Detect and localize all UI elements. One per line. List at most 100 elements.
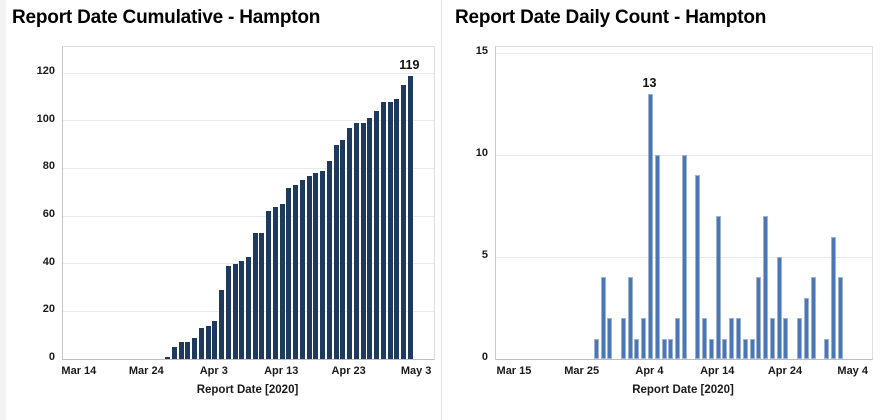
bar-mar-27[interactable] xyxy=(593,338,599,359)
bar-apr-8[interactable] xyxy=(246,256,251,359)
bar-apr-23[interactable] xyxy=(347,127,353,359)
gridline-y-15 xyxy=(496,52,872,54)
bar-mar-31[interactable] xyxy=(192,337,198,359)
bar-apr-24[interactable] xyxy=(783,318,789,359)
bar-apr-9[interactable] xyxy=(681,155,687,359)
y-tick-label: 0 xyxy=(481,351,488,363)
bar-apr-17[interactable] xyxy=(306,175,312,359)
bar-apr-12[interactable] xyxy=(702,318,708,359)
gridline-y-80 xyxy=(63,167,434,169)
bar-apr-3[interactable] xyxy=(641,318,647,359)
bar-apr-5[interactable] xyxy=(225,266,231,359)
bar-mar-30[interactable] xyxy=(185,342,191,359)
x-tick-label: May 3 xyxy=(400,365,432,377)
bar-may-2[interactable] xyxy=(837,277,843,359)
bar-value-annotation: 13 xyxy=(642,75,657,90)
bar-apr-16[interactable] xyxy=(299,180,305,359)
bar-apr-18[interactable] xyxy=(742,338,748,359)
x-tick-label: Apr 23 xyxy=(331,365,366,377)
bar-apr-30[interactable] xyxy=(824,338,830,359)
x-tick-label: Apr 4 xyxy=(635,365,664,377)
bar-apr-10[interactable] xyxy=(259,232,265,359)
bar-apr-6[interactable] xyxy=(661,338,667,359)
bar-apr-14[interactable] xyxy=(286,187,292,359)
bar-apr-28[interactable] xyxy=(380,101,386,359)
y-tick-label: 40 xyxy=(42,255,55,268)
bar-apr-15[interactable] xyxy=(722,338,728,359)
bar-apr-28[interactable] xyxy=(810,277,816,359)
bar-mar-29[interactable] xyxy=(607,318,613,359)
bar-apr-14[interactable] xyxy=(715,216,721,359)
bar-apr-30[interactable] xyxy=(394,99,400,359)
bar-value-annotation: 119 xyxy=(399,57,420,72)
panel-divider xyxy=(441,0,442,420)
bar-apr-11[interactable] xyxy=(695,175,701,359)
bar-may-2[interactable] xyxy=(407,75,413,359)
y-tick-label: 80 xyxy=(42,160,55,173)
bar-apr-21[interactable] xyxy=(763,216,769,359)
y-tick-label: 0 xyxy=(48,351,55,363)
plot-area-cumulative xyxy=(62,46,435,360)
x-tick-label: Mar 15 xyxy=(496,365,532,377)
chart-title-cumulative: Report Date Cumulative - Hampton xyxy=(12,7,321,28)
x-tick-label: Mar 14 xyxy=(61,365,97,377)
plot-area-daily xyxy=(495,46,873,360)
bar-apr-7[interactable] xyxy=(668,338,674,359)
bar-apr-27[interactable] xyxy=(374,111,380,359)
bar-apr-23[interactable] xyxy=(776,257,782,359)
bar-apr-8[interactable] xyxy=(675,318,681,359)
bar-apr-4[interactable] xyxy=(647,93,653,359)
bar-apr-7[interactable] xyxy=(239,261,245,359)
bar-apr-22[interactable] xyxy=(340,139,346,359)
bar-apr-4[interactable] xyxy=(219,289,225,359)
left-edge-strip xyxy=(0,0,6,420)
chart-panel-cumulative: Report Date Cumulative - Hampton Report … xyxy=(0,0,441,420)
bar-apr-19[interactable] xyxy=(320,170,326,359)
bar-apr-12[interactable] xyxy=(272,206,278,359)
bar-apr-20[interactable] xyxy=(326,161,332,359)
bar-apr-2[interactable] xyxy=(634,338,640,359)
y-tick-label: 5 xyxy=(481,249,488,262)
bar-apr-18[interactable] xyxy=(313,173,319,359)
bar-apr-19[interactable] xyxy=(749,338,755,359)
bar-apr-21[interactable] xyxy=(333,144,339,359)
bar-mar-28[interactable] xyxy=(600,277,606,359)
bar-apr-25[interactable] xyxy=(360,123,366,359)
bar-apr-26[interactable] xyxy=(797,318,802,359)
bar-apr-27[interactable] xyxy=(803,297,809,359)
bar-apr-5[interactable] xyxy=(654,155,660,359)
x-tick-label: Apr 13 xyxy=(264,365,299,377)
chart-title-daily: Report Date Daily Count - Hampton xyxy=(455,7,767,28)
bar-apr-17[interactable] xyxy=(736,318,742,359)
bar-mar-28[interactable] xyxy=(171,347,177,359)
x-axis-title-cumulative: Report Date [2020] xyxy=(196,384,299,396)
bar-apr-15[interactable] xyxy=(293,185,299,359)
x-tick-label: May 4 xyxy=(837,365,868,377)
bar-apr-26[interactable] xyxy=(367,118,373,359)
gridline-y-10 xyxy=(496,154,872,156)
bar-apr-11[interactable] xyxy=(266,211,272,359)
bar-may-1[interactable] xyxy=(401,85,407,359)
x-tick-label: Apr 24 xyxy=(767,365,803,377)
bar-apr-6[interactable] xyxy=(232,263,238,359)
bar-apr-24[interactable] xyxy=(353,123,359,359)
bar-apr-1[interactable] xyxy=(198,328,204,359)
x-tick-label: Mar 25 xyxy=(564,365,600,377)
bar-apr-29[interactable] xyxy=(387,101,393,359)
x-tick-label: Apr 3 xyxy=(199,365,228,377)
bar-apr-3[interactable] xyxy=(212,320,218,359)
gridline-y-120 xyxy=(63,72,434,74)
bar-apr-20[interactable] xyxy=(756,277,762,359)
bar-may-1[interactable] xyxy=(830,236,836,359)
bar-mar-27[interactable] xyxy=(165,356,171,359)
bar-apr-9[interactable] xyxy=(252,232,258,359)
bar-mar-29[interactable] xyxy=(178,342,184,359)
bar-apr-22[interactable] xyxy=(769,318,775,359)
bar-apr-2[interactable] xyxy=(205,325,211,359)
bar-apr-1[interactable] xyxy=(627,277,633,359)
bar-apr-13[interactable] xyxy=(708,338,714,359)
bar-mar-31[interactable] xyxy=(620,318,626,359)
bar-apr-13[interactable] xyxy=(279,204,285,359)
bar-apr-16[interactable] xyxy=(729,318,735,359)
